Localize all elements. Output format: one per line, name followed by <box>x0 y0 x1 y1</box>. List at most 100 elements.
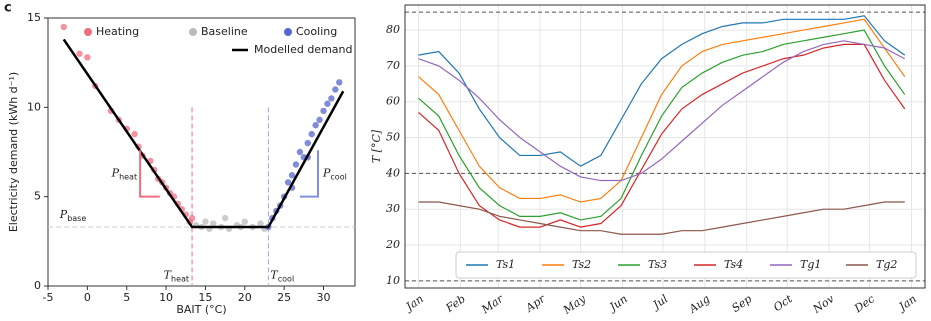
point <box>308 130 315 138</box>
point <box>296 148 304 156</box>
series-line <box>418 40 906 182</box>
legend-label: Heating <box>96 25 139 38</box>
point <box>284 179 292 186</box>
legend-box <box>455 251 917 279</box>
x-tick-label: Nov <box>810 292 837 317</box>
legend-label: Ts4 <box>724 258 743 271</box>
annotation-symbol: P <box>59 208 68 221</box>
annotation-subscript: heat <box>171 274 189 283</box>
legend-label: Ts1 <box>496 258 515 271</box>
bracket <box>299 150 320 198</box>
point <box>202 218 209 225</box>
point <box>76 50 83 57</box>
y-tick-label: 10 <box>27 100 41 113</box>
y-tick-label: 80 <box>386 23 400 36</box>
x-tick-label: Sep <box>729 292 754 315</box>
annotation-symbol: P <box>111 166 120 179</box>
plot-frame <box>47 17 356 287</box>
point <box>288 172 296 179</box>
x-tick-label: Mar <box>478 292 506 317</box>
series-line <box>418 15 906 167</box>
y-tick-label: 40 <box>385 166 400 179</box>
annotation-subscript: heat <box>119 172 137 181</box>
annotation-subscript: base <box>67 214 86 223</box>
x-tick-label: May <box>560 292 589 317</box>
point <box>332 86 339 93</box>
point <box>336 79 343 86</box>
x-tick-label: Aug <box>686 292 712 316</box>
x-tick-label: 10 <box>159 291 173 304</box>
annotation: Pcool <box>322 166 347 181</box>
x-tick-label: 5 <box>123 291 130 304</box>
y-tick-label: 70 <box>386 59 400 72</box>
x-axis-label: BAIT (°C) <box>176 303 226 316</box>
legend-label: Modelled demand <box>254 43 353 56</box>
point <box>221 214 229 222</box>
panel-label: c <box>4 1 12 16</box>
x-tick-label: -5 <box>43 291 54 304</box>
y-tick-label: 5 <box>34 190 41 203</box>
point <box>328 95 335 102</box>
x-tick-label: Jan <box>895 292 919 314</box>
y-tick-label: 10 <box>386 274 400 287</box>
model-line <box>62 38 345 229</box>
x-tick-label: 0 <box>84 291 91 304</box>
point <box>188 214 196 222</box>
annotation-symbol: T <box>270 268 279 281</box>
x-tick-label: 30 <box>317 291 331 304</box>
x-tick-label: 25 <box>277 291 291 304</box>
x-tick-label: 20 <box>238 291 252 304</box>
annotation-symbol: P <box>322 166 331 179</box>
point <box>84 54 91 61</box>
point <box>257 220 264 227</box>
point <box>320 107 327 115</box>
legend-marker <box>189 28 197 36</box>
x-tick-label: Jul <box>649 292 671 313</box>
x-tick-label: Jan <box>402 292 426 314</box>
legend-label: Baseline <box>201 25 248 38</box>
series-line <box>418 18 906 203</box>
point <box>131 130 138 138</box>
y-tick-label: 50 <box>386 131 400 144</box>
legend-marker <box>284 28 292 36</box>
legend-label: Tg1 <box>800 258 821 271</box>
point <box>292 161 300 168</box>
annotation-subscript: cool <box>330 172 346 181</box>
y-tick-label: 15 <box>27 11 41 24</box>
y-tick-label: 0 <box>34 279 41 292</box>
legend-label: Ts3 <box>648 258 667 271</box>
legend-label: Cooling <box>296 25 337 38</box>
x-tick-label: Jun <box>606 292 630 314</box>
y-axis-label: T [°C] <box>370 129 383 163</box>
point <box>324 100 331 107</box>
plot-frame <box>404 4 926 289</box>
x-tick-label: 15 <box>198 291 212 304</box>
y-tick-label: 30 <box>386 202 400 215</box>
series-line <box>418 201 905 235</box>
x-tick-label: Oct <box>771 292 795 314</box>
series-line <box>418 43 906 228</box>
legend-marker <box>84 28 92 36</box>
annotation-symbol: T <box>164 268 173 281</box>
legend-label: Tg2 <box>876 258 897 271</box>
annotation: Theat <box>164 268 189 283</box>
point <box>316 116 323 124</box>
point <box>60 23 67 31</box>
x-tick-label: Dec <box>851 292 877 316</box>
legend-label: Ts2 <box>572 258 591 271</box>
y-axis-label: Electricity demand (kWh d⁻¹) <box>7 72 20 232</box>
annotation-subscript: cool <box>278 274 294 283</box>
x-tick-label: Feb <box>443 292 468 315</box>
series-line <box>418 29 906 221</box>
bracket <box>139 150 160 198</box>
point <box>304 139 311 147</box>
annotation: Pheat <box>111 166 137 181</box>
annotation: Pbase <box>59 208 87 223</box>
x-tick-label: Apr <box>523 292 548 315</box>
y-tick-label: 20 <box>385 238 400 251</box>
annotation: Tcool <box>270 268 294 283</box>
point <box>241 218 248 225</box>
y-tick-label: 60 <box>386 95 400 108</box>
point <box>312 122 319 129</box>
